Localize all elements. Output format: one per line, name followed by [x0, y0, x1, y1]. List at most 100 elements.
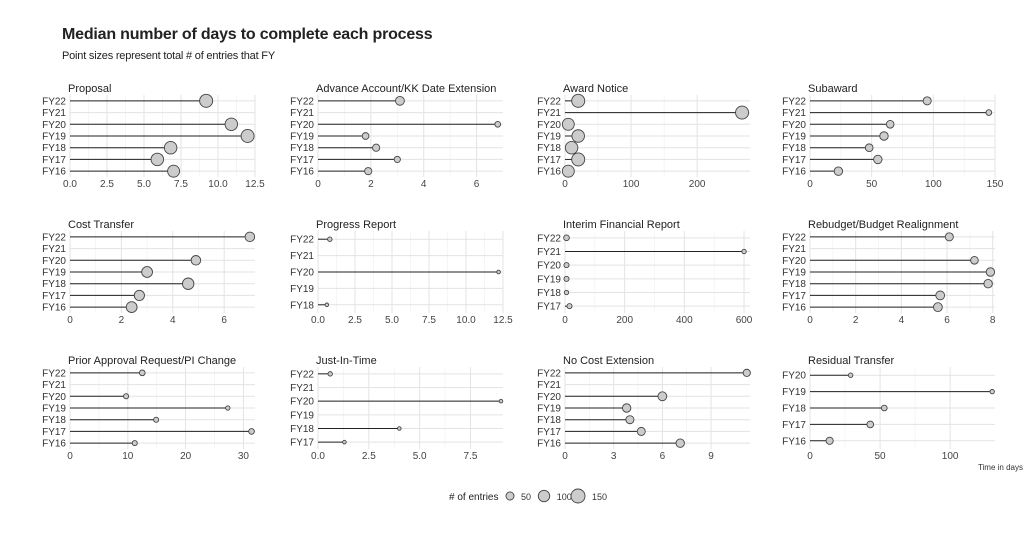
y-tick-label: FY17	[290, 155, 314, 166]
y-tick-label: FY19	[782, 387, 806, 398]
lollipop-point	[625, 415, 635, 425]
lollipop-point	[397, 426, 402, 431]
y-tick-label: FY20	[290, 397, 314, 408]
y-tick-label: FY18	[290, 143, 314, 154]
lollipop-point	[566, 303, 573, 310]
y-tick-label: FY17	[537, 155, 561, 166]
lollipop-point	[494, 120, 502, 128]
x-tick-label: 400	[676, 315, 693, 326]
y-tick-label: FY17	[537, 302, 561, 313]
y-tick-label: FY20	[290, 268, 314, 279]
lollipop-point	[364, 167, 373, 176]
x-tick-label: 200	[689, 179, 706, 190]
lollipop-point	[825, 436, 834, 445]
lollipop-point	[866, 420, 875, 429]
lollipop-point	[563, 234, 570, 242]
lollipop-point	[199, 93, 214, 108]
x-tick-label: 5.0	[413, 451, 427, 462]
lollipop-point	[190, 255, 202, 266]
y-tick-label: FY21	[290, 383, 314, 394]
y-tick-label: FY22	[290, 96, 314, 107]
facet-title: Award Notice	[563, 83, 628, 95]
lollipop-point	[989, 388, 995, 395]
legend-label: 100	[557, 492, 572, 502]
facet-rebudget-budget-realignment: Rebudget/Budget Realignment 0 2 4 6 8 FY22FY21…	[782, 219, 996, 326]
y-tick-label: FY22	[42, 96, 66, 107]
y-tick-label: FY18	[537, 288, 561, 299]
lollipop-point	[636, 426, 646, 436]
y-tick-label: FY18	[42, 415, 66, 426]
x-tick-label: 7.5	[422, 315, 436, 326]
x-tick-label: 2.5	[100, 179, 114, 190]
lollipop-point	[879, 131, 889, 141]
y-tick-label: FY20	[782, 371, 806, 382]
y-tick-label: FY17	[290, 438, 314, 449]
y-tick-label: FY18	[42, 143, 66, 154]
y-tick-label: FY21	[782, 244, 806, 255]
x-tick-label: 0	[562, 179, 568, 190]
x-tick-label: 100	[925, 179, 942, 190]
lollipop-point	[864, 143, 874, 152]
lollipop-point	[123, 393, 130, 400]
lollipop-point	[985, 267, 996, 277]
y-tick-label: FY20	[290, 120, 314, 131]
facet-prior-approval-request-pi-change: Prior Approval Request/PI Change 0 10 20 30 F…	[42, 355, 255, 462]
lollipop-point	[361, 132, 370, 140]
y-tick-label: FY18	[290, 300, 314, 311]
facet-title: Subaward	[808, 83, 858, 95]
lollipop-point	[240, 129, 255, 143]
y-tick-label: FY19	[42, 404, 66, 415]
y-tick-label: FY19	[42, 268, 66, 279]
lollipop-point	[244, 231, 256, 243]
y-tick-label: FY16	[537, 439, 561, 450]
y-tick-label: FY20	[42, 256, 66, 267]
x-tick-label: 0	[807, 179, 813, 190]
legend-key	[570, 488, 586, 504]
y-tick-label: FY22	[782, 232, 806, 243]
y-tick-label: FY19	[537, 132, 561, 143]
facet-title: Progress Report	[316, 219, 396, 231]
y-tick-label: FY19	[782, 132, 806, 143]
y-tick-label: FY16	[290, 167, 314, 178]
lollipop-point	[182, 277, 195, 290]
y-tick-label: FY16	[42, 167, 66, 178]
x-tick-label: 10.0	[208, 179, 228, 190]
y-tick-label: FY21	[42, 380, 66, 391]
y-tick-label: FY17	[42, 291, 66, 302]
chart-title: Median number of days to complete each p…	[62, 26, 433, 43]
lollipop-point	[133, 289, 145, 301]
lollipop-point	[833, 166, 844, 176]
y-tick-label: FY19	[42, 132, 66, 143]
x-tick-label: 9	[708, 451, 714, 462]
y-tick-label: FY22	[537, 233, 561, 244]
lollipop-point	[741, 248, 747, 255]
y-tick-label: FY16	[782, 436, 806, 447]
lollipop-point	[563, 262, 570, 269]
y-tick-label: FY16	[42, 303, 66, 314]
lollipop-point	[563, 289, 570, 296]
x-tick-label: 2	[119, 315, 125, 326]
x-tick-label: 150	[987, 179, 1004, 190]
y-tick-label: FY21	[290, 108, 314, 119]
y-tick-label: FY17	[782, 155, 806, 166]
facet-title: Interim Financial Report	[563, 219, 680, 231]
lollipop-point	[944, 232, 954, 242]
y-tick-label: FY18	[537, 143, 561, 154]
lollipop-point	[885, 120, 895, 129]
y-tick-label: FY22	[290, 369, 314, 380]
x-tick-label: 12.5	[493, 315, 513, 326]
lollipop-point	[561, 164, 575, 178]
y-tick-label: FY19	[290, 410, 314, 421]
y-tick-label: FY18	[42, 279, 66, 290]
legend-title: # of entries	[449, 492, 498, 503]
x-tick-label: 600	[736, 315, 753, 326]
facet-title: Cost Transfer	[68, 219, 134, 231]
lollipop-point	[847, 372, 854, 378]
lollipop-point	[675, 438, 685, 448]
y-tick-label: FY21	[782, 108, 806, 119]
facet-advance-account-kk-date-extension: Advance Account/KK Date Extension 0 2 4 6 FY2…	[290, 83, 503, 190]
lollipop-point	[163, 141, 178, 155]
